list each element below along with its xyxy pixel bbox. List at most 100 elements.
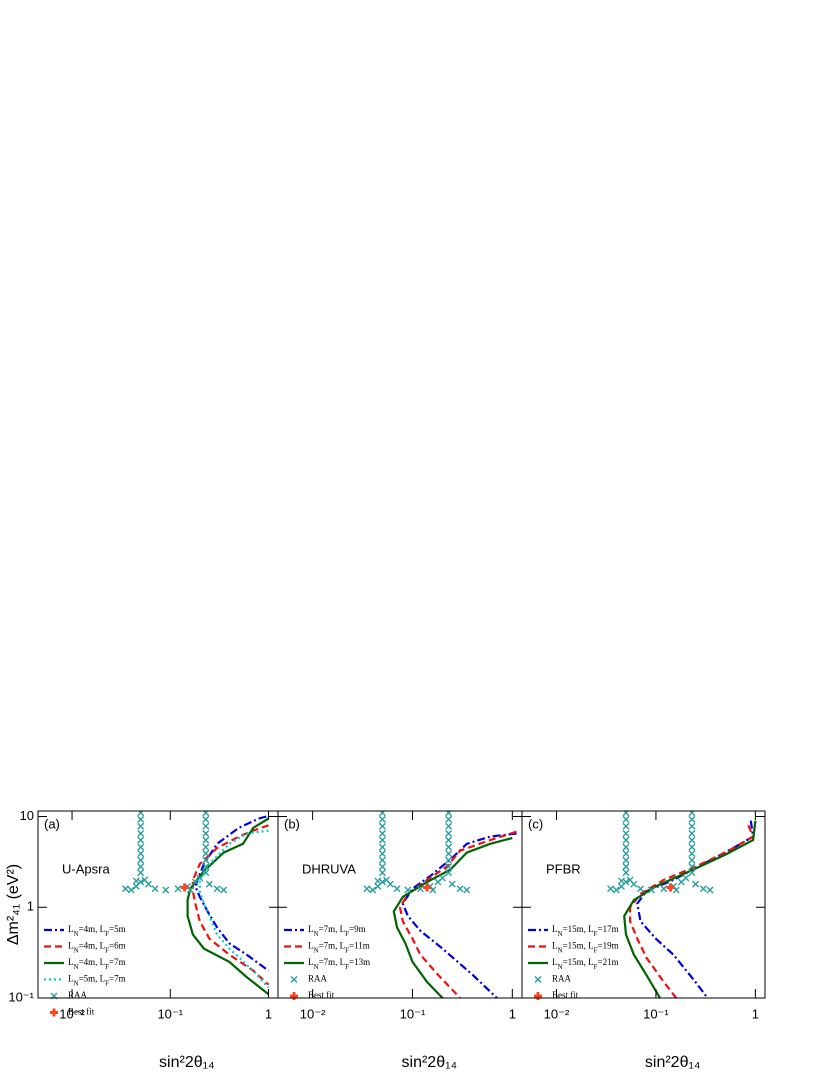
raa-point — [622, 850, 630, 858]
legend-marker — [290, 976, 298, 983]
raa-point — [137, 822, 145, 830]
x-tick-label: 1 — [265, 1006, 272, 1021]
raa-point — [378, 829, 386, 837]
raa-point — [404, 886, 412, 894]
raa-point — [637, 885, 645, 893]
raa-point — [378, 811, 386, 817]
x-axis-label: sin²2θ₁₄ — [645, 1054, 701, 1071]
x-tick-label: 10⁻² — [59, 1006, 85, 1021]
legend-marker — [534, 976, 542, 983]
x-tick-label: 10⁻¹ — [157, 1006, 183, 1021]
raa-point — [378, 822, 386, 830]
legend-label: LN=7m, LF=9m — [308, 924, 366, 938]
raa-point — [213, 885, 221, 893]
legend-label: LN=15m, LF=17m — [552, 924, 619, 938]
plot-area — [363, 811, 517, 998]
x-axis-label: sin²2θ₁₄ — [402, 1054, 458, 1071]
legend-label: RAA — [552, 974, 572, 984]
raa-point — [660, 885, 668, 893]
raa-point — [386, 880, 394, 888]
legend-label: LN=4m, LF=5m — [68, 924, 126, 938]
x-tick-label: 10⁻¹ — [643, 1006, 669, 1021]
legend-label: LN=7m, LF=13m — [308, 957, 370, 971]
raa-point — [622, 869, 630, 877]
raa-point — [202, 843, 210, 851]
curve — [401, 832, 517, 998]
raa-point — [374, 877, 382, 885]
raa-point — [378, 850, 386, 858]
curve — [198, 829, 270, 989]
panel-label: (c) — [528, 816, 543, 831]
raa-point — [121, 885, 129, 893]
raa-point — [622, 836, 630, 844]
raa-point — [144, 880, 152, 888]
legend-label: LN=7m, LF=11m — [308, 941, 370, 955]
best-fit-point — [666, 883, 675, 892]
raa-point — [688, 815, 696, 823]
panel-frame — [521, 810, 766, 999]
raa-point — [688, 836, 696, 844]
raa-point — [127, 886, 135, 894]
curve — [392, 836, 513, 998]
raa-point — [137, 863, 145, 871]
raa-point — [162, 886, 170, 894]
raa-point — [137, 829, 145, 837]
raa-point — [137, 856, 145, 864]
raa-point — [220, 886, 228, 894]
y-axis-label: Δm²₄₁ (eV²) — [5, 864, 22, 945]
raa-point — [699, 885, 707, 893]
raa-point — [688, 843, 696, 851]
raa-point — [445, 850, 453, 858]
panel-annotation: PFBR — [546, 861, 581, 876]
legend-label: LN=15m, LF=19m — [552, 941, 619, 955]
raa-point — [445, 815, 453, 823]
plot-area — [607, 811, 757, 998]
raa-point — [682, 874, 690, 882]
legend-label: LN=4m, LF=6m — [68, 941, 126, 955]
raa-point — [622, 815, 630, 823]
panel-annotation: U-Apsra — [62, 861, 110, 876]
raa-point — [445, 836, 453, 844]
raa-point — [378, 869, 386, 877]
raa-point — [688, 811, 696, 817]
legend-label: Best fit — [552, 990, 579, 1000]
raa-point — [445, 829, 453, 837]
raa-point — [202, 829, 210, 837]
raa-point — [448, 880, 456, 888]
raa-point — [692, 880, 699, 888]
raa-point — [688, 856, 696, 864]
raa-point — [688, 829, 696, 837]
raa-point — [378, 815, 386, 823]
x-tick-label: 10⁻¹ — [400, 1006, 426, 1021]
legend-label: RAA — [68, 990, 88, 1000]
raa-point — [378, 836, 386, 844]
raa-point — [202, 863, 210, 871]
raa-point — [151, 885, 159, 893]
raa-point — [369, 886, 377, 894]
raa-point — [688, 869, 696, 877]
raa-point — [445, 811, 453, 817]
legend-label: Best fit — [68, 1007, 95, 1017]
legend-label: Best fit — [308, 990, 335, 1000]
raa-point — [202, 836, 210, 844]
raa-point — [202, 822, 210, 830]
legend-label: LN=5m, LF=7m — [68, 974, 126, 988]
raa-point — [688, 863, 696, 871]
raa-point — [202, 811, 210, 817]
legend-marker — [290, 992, 298, 1000]
raa-point — [617, 877, 625, 885]
x-tick-label: 1 — [752, 1006, 759, 1021]
raa-point — [622, 811, 630, 817]
raa-point — [706, 886, 714, 894]
x-tick-label: 1 — [509, 1006, 516, 1021]
raa-point — [463, 886, 471, 894]
raa-point — [393, 885, 401, 893]
curve — [186, 817, 270, 996]
raa-point — [137, 836, 145, 844]
raa-point — [688, 850, 696, 858]
raa-point — [137, 815, 145, 823]
raa-point — [445, 863, 453, 871]
raa-point — [378, 863, 386, 871]
x-tick-label: 10⁻² — [300, 1006, 326, 1021]
